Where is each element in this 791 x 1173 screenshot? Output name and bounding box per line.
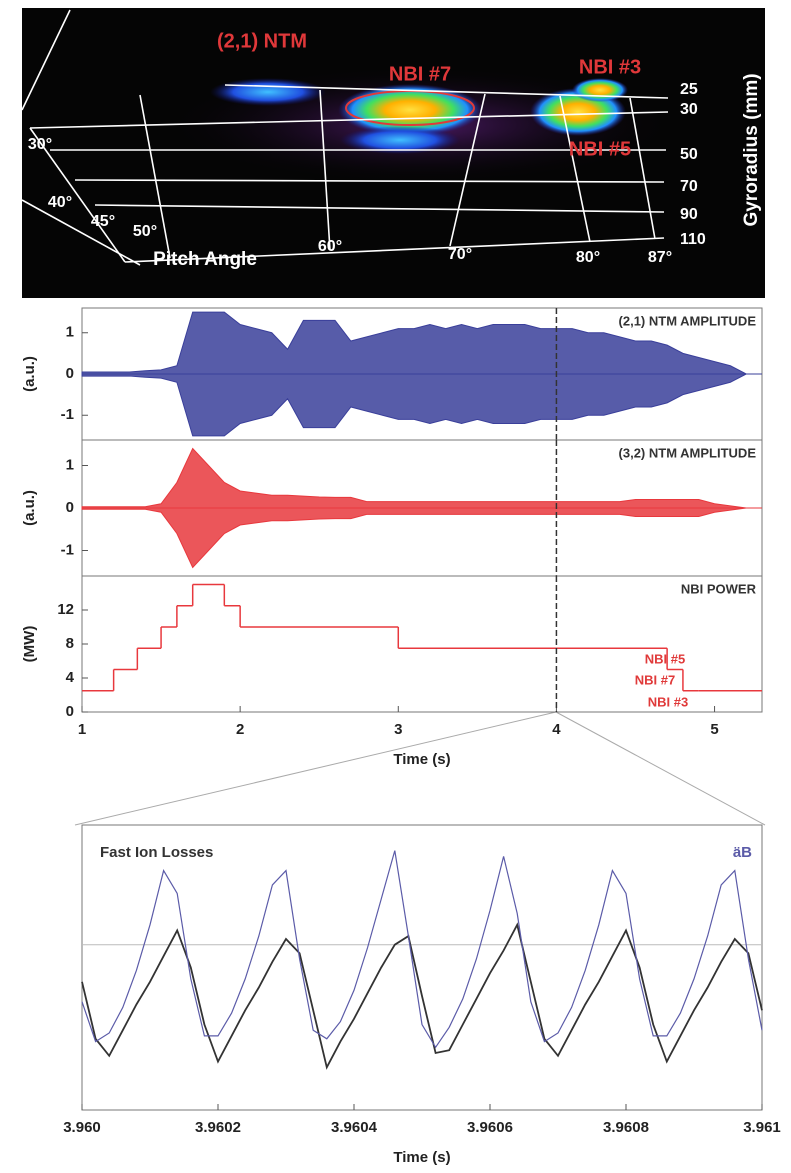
gyroradius-tick: 30	[680, 101, 698, 118]
gyroradius-label: Gyroradius (mm)	[741, 73, 762, 226]
x-tick-label: 3.960	[63, 1119, 101, 1136]
gyroradius-tick: 90	[680, 206, 698, 223]
y-tick-label: 1	[66, 456, 74, 473]
zoom-line	[74, 711, 557, 826]
panel-annotation: (2,1) NTM AMPLITUDE	[619, 313, 757, 328]
image-label: NBI #5	[569, 138, 631, 160]
gyroradius-tick: 25	[680, 81, 698, 98]
plot-frame	[81, 824, 763, 1111]
x-tick-label: 3.9602	[195, 1119, 241, 1136]
image-label: NBI #3	[579, 56, 641, 78]
panel-annotation: NBI POWER	[681, 581, 757, 596]
nbi-label: NBI #7	[635, 672, 675, 687]
pitch-tick: 80°	[576, 249, 600, 266]
pitch-tick: 45°	[91, 213, 115, 230]
x-axis-label: Time (s)	[393, 1149, 450, 1166]
y-tick-label: -1	[61, 406, 74, 423]
x-tick-label: 3	[394, 721, 402, 738]
y-tick-label: -1	[61, 541, 74, 558]
x-tick-label: 3.9606	[467, 1119, 513, 1136]
nbi-label: NBI #3	[648, 694, 688, 709]
scintillator-image	[21, 8, 765, 298]
panel-annotation: (3,2) NTM AMPLITUDE	[619, 445, 757, 460]
pitch-tick: 50°	[133, 223, 157, 240]
pitch-label: Pitch Angle	[153, 249, 257, 270]
x-axis-label: Time (s)	[393, 751, 450, 768]
y-axis-label: (MW)	[21, 626, 38, 663]
x-tick-label: 2	[236, 721, 244, 738]
gyroradius-tick: 110	[680, 231, 706, 248]
legend-entry: äB	[733, 844, 752, 861]
x-tick-label: 4	[552, 721, 561, 738]
x-tick-label: 5	[710, 721, 718, 738]
legend-entry: Fast Ion Losses	[100, 844, 213, 861]
pitch-tick: 87°	[648, 249, 672, 266]
x-tick-label: 3.961	[743, 1119, 781, 1136]
pitch-tick: 60°	[318, 238, 342, 255]
y-axis-label: (a.u.)	[21, 356, 38, 392]
zoom-line	[555, 711, 766, 826]
pitch-tick: 70°	[448, 246, 472, 263]
y-tick-label: 0	[66, 499, 74, 516]
signal-line	[81, 922, 763, 1070]
x-tick-label: 3.9608	[603, 1119, 649, 1136]
gyroradius-tick: 50	[680, 146, 698, 163]
pitch-tick: 40°	[48, 194, 72, 211]
image-label: (2,1) NTM	[217, 30, 307, 52]
x-tick-label: 3.9604	[331, 1119, 378, 1136]
plot-frame	[81, 575, 763, 713]
y-tick-label: 1	[66, 324, 74, 341]
image-label: NBI #7	[389, 63, 451, 85]
nbi-label: NBI #5	[645, 651, 685, 666]
signal-line	[81, 850, 763, 1049]
x-tick-label: 1	[78, 721, 86, 738]
y-tick-label: 0	[66, 365, 74, 382]
pitch-tick: 30°	[28, 136, 52, 153]
y-axis-label: (a.u.)	[21, 490, 38, 526]
y-tick-label: 8	[66, 635, 74, 652]
y-tick-label: 12	[57, 601, 74, 618]
y-tick-label: 4	[66, 669, 75, 686]
y-tick-label: 0	[66, 703, 74, 720]
gyroradius-tick: 70	[680, 178, 698, 195]
